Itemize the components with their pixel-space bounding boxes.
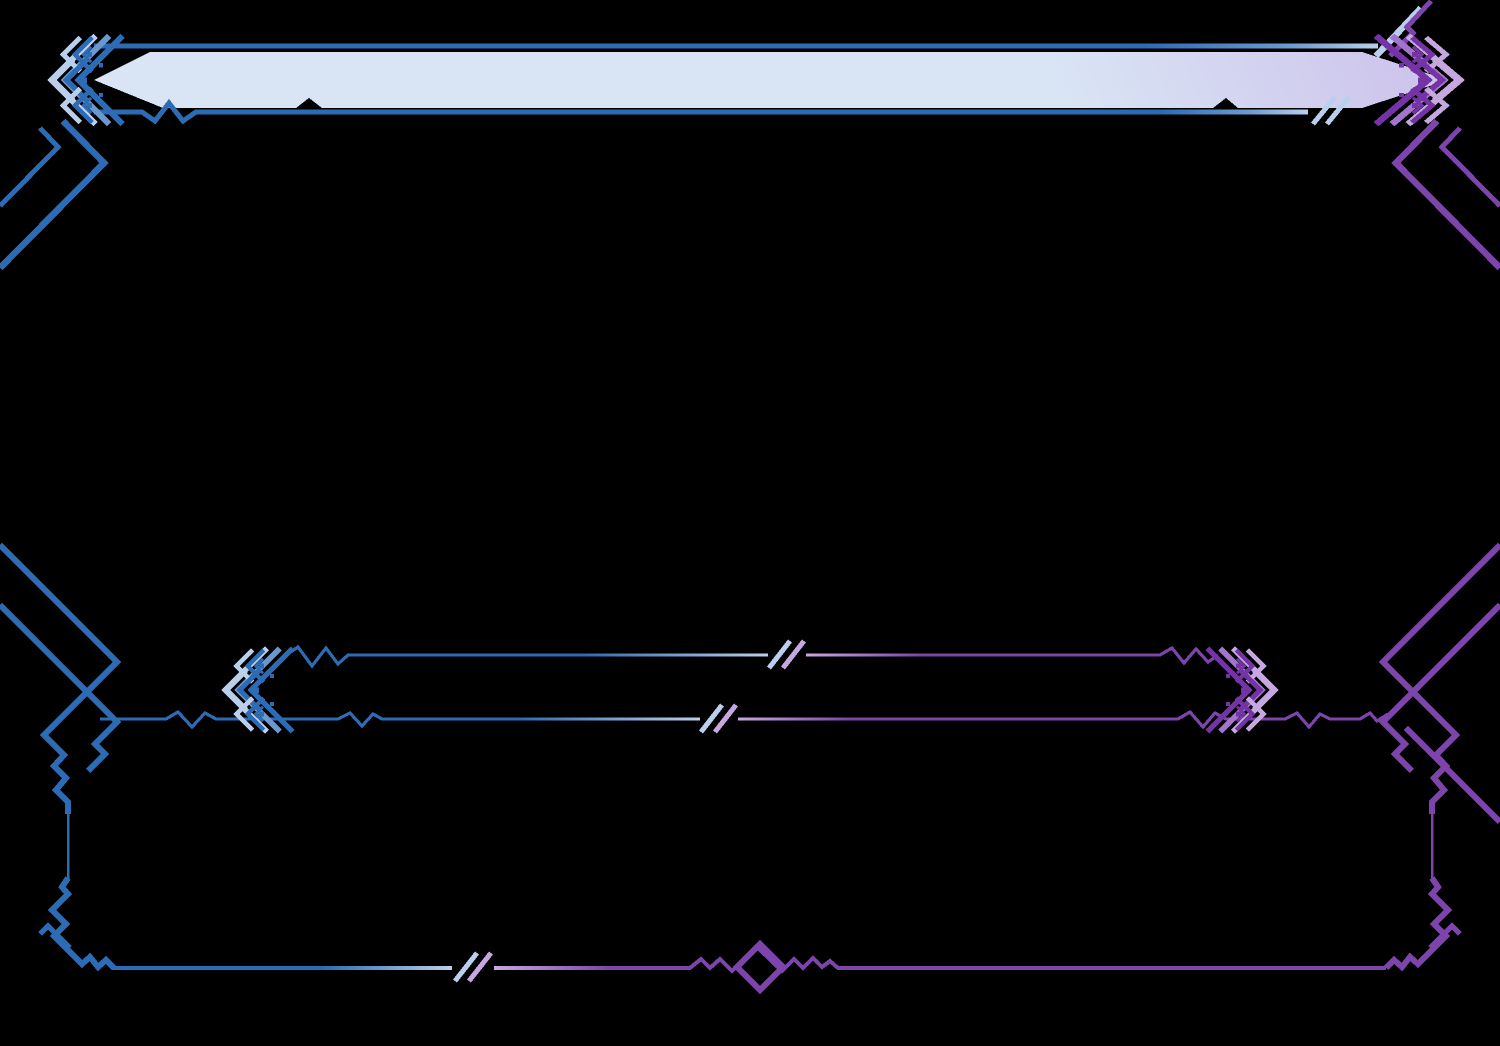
divider-lower-slash-2 — [713, 703, 738, 734]
divider-upper-line-right — [806, 645, 1219, 666]
tail-top-right-inner — [1391, 118, 1500, 271]
banner-break-slash-1 — [1311, 95, 1337, 126]
bottom-break-slash-1 — [453, 951, 479, 983]
diagonal-tails — [0, 118, 1500, 271]
panel-right-corner-hook — [1428, 922, 1462, 950]
mid-divider — [100, 639, 1389, 734]
divider-lower-line-left — [100, 709, 700, 730]
bottom-break-slash-2 — [467, 951, 493, 983]
panel-left-corner-hook — [38, 922, 72, 950]
divider-upper-line-left — [285, 644, 768, 669]
top-banner — [51, 0, 1460, 126]
bottom-diamond-ornament — [732, 939, 788, 995]
tail-top-left-inner — [0, 118, 109, 271]
banner-fill — [94, 52, 1448, 108]
banner-break-slash-2 — [1325, 95, 1351, 126]
tail-top-right-outer — [1438, 126, 1500, 208]
panel-left-diagonal-outer — [0, 542, 122, 814]
divider-upper-slash-2 — [781, 639, 806, 670]
panel-left-diagonal-inner — [0, 602, 122, 774]
panel-right-diagonal-outer — [1378, 542, 1500, 814]
content-panel-frame — [0, 542, 1500, 995]
panel-bottom-rule-right — [494, 944, 1386, 974]
divider-lower-line-right — [738, 709, 1389, 730]
panel-right-edge-bottom-zigzag — [1383, 876, 1453, 972]
panel-left-edge-bottom-zigzag — [47, 876, 117, 972]
panel-right-diagonal-inner — [1378, 602, 1500, 774]
banner-top-end-slash — [1373, 5, 1424, 59]
tail-top-left-outer — [0, 126, 62, 208]
divider-upper-slash-1 — [767, 639, 792, 670]
divider-lower-slash-1 — [699, 703, 724, 734]
banner-bottom-border — [94, 98, 1308, 125]
panel-right-long-tail — [1403, 725, 1500, 825]
